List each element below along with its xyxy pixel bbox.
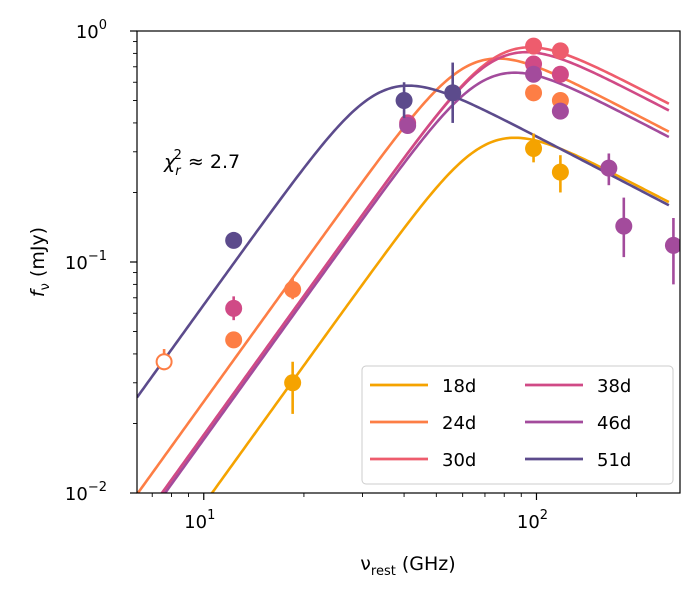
model-curve-18d	[210, 136, 670, 493]
y-tick-label: 10−2	[65, 480, 107, 505]
legend-label-51d: 51d	[597, 450, 631, 471]
data-point-30d	[525, 37, 543, 55]
data-points	[155, 37, 680, 414]
data-point-38d	[551, 65, 569, 83]
model-curve-46d	[163, 71, 670, 493]
data-point-38d	[225, 299, 243, 317]
data-point-24d	[525, 84, 543, 102]
x-axis-title: νrest (GHz)	[360, 553, 455, 579]
axes: 101 102 10−2 10−1 100	[65, 18, 638, 533]
data-point-46d	[664, 236, 680, 254]
model-curve-38d	[160, 50, 670, 493]
data-point-18d	[284, 374, 302, 392]
data-point-24d	[284, 281, 302, 299]
legend-label-46d: 46d	[597, 413, 631, 434]
legend-label-38d: 38d	[597, 376, 631, 397]
data-point-51d	[225, 231, 243, 249]
y-tick-label: 100	[76, 18, 107, 43]
data-point-30d	[551, 42, 569, 60]
data-point-24d	[225, 331, 243, 349]
data-point-46d	[399, 116, 417, 134]
data-point-18d	[525, 139, 543, 157]
data-point-18d	[551, 163, 569, 181]
data-point-46d	[615, 217, 633, 235]
legend: 18d 24d 30d 38d 46d 51d	[361, 365, 674, 485]
x-tick-label: 101	[184, 508, 215, 533]
legend-box	[361, 365, 674, 485]
chi-squared-annotation: χr2 ≈ 2.7	[163, 148, 240, 179]
legend-label-30d: 30d	[442, 450, 476, 471]
data-point-46d	[551, 102, 569, 120]
legend-label-24d: 24d	[442, 413, 476, 434]
data-point-46d	[525, 65, 543, 83]
legend-label-18d: 18d	[442, 376, 476, 397]
y-axis-title: fν (mJy)	[27, 227, 53, 297]
y-tick-label: 10−1	[65, 249, 107, 274]
x-tick-label: 102	[517, 508, 548, 533]
data-point-51d	[395, 92, 413, 110]
data-point-51d-open	[155, 353, 173, 371]
data-point-46d	[600, 159, 618, 177]
data-point-51d	[444, 84, 462, 102]
